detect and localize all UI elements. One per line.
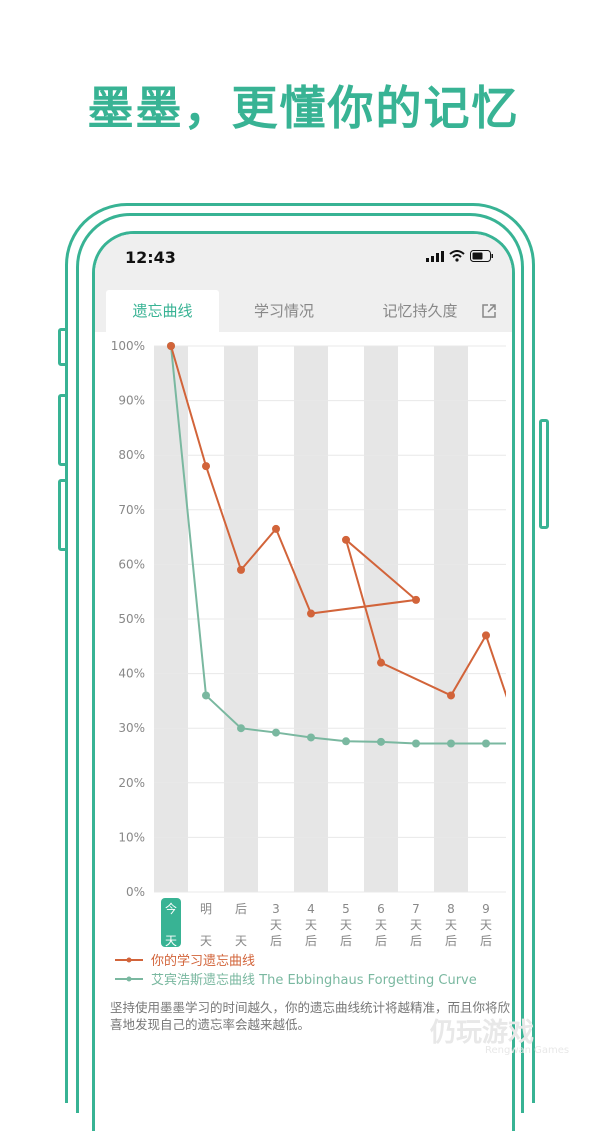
x-tick-label: 天 — [375, 918, 387, 932]
description-text: 坚持使用墨墨学习的时间越久，你的遗忘曲线统计将越精准，而且你将欣喜地发现自己的遗… — [110, 1000, 511, 1032]
phone-frame-inner — [76, 213, 524, 1113]
x-tick-label: 天 — [270, 918, 282, 932]
signal-icon — [426, 250, 444, 262]
x-tick-label: 天 — [445, 918, 457, 932]
tab-memory-durability[interactable]: 记忆持久度 — [382, 302, 458, 320]
data-point — [342, 535, 350, 544]
x-tick-label: 后 — [410, 934, 422, 948]
data-point — [272, 728, 280, 737]
y-tick-label: 10% — [118, 830, 145, 844]
data-point — [482, 631, 490, 640]
phone-screen: 12:43 遗忘曲线 学习情况 记忆持久度 100% 90% 80% 70% 60% 50… — [92, 231, 515, 1131]
battery-icon — [470, 250, 493, 262]
y-tick-label: 90% — [118, 394, 145, 408]
x-tick-label: 天 — [410, 918, 422, 932]
data-point — [342, 737, 350, 746]
y-tick-label: 20% — [118, 776, 145, 790]
x-tick-label: 明 — [200, 902, 212, 916]
data-point — [307, 609, 315, 618]
x-tick-label: 后 — [480, 934, 492, 948]
x-tick-label: 天 — [165, 934, 177, 948]
data-point — [272, 524, 280, 533]
legend-ebbinghaus-label: 艾宾浩斯遗忘曲线 The Ebbinghaus Forgetting Curve — [151, 973, 477, 988]
x-tick-label: 7 — [412, 902, 420, 916]
y-tick-label: 100% — [111, 339, 145, 353]
x-tick-label: 今 — [165, 901, 177, 916]
x-tick-label: 后 — [340, 934, 352, 948]
y-tick-label: 40% — [118, 667, 145, 681]
y-tick-label: 60% — [118, 557, 145, 571]
data-point — [237, 565, 245, 574]
x-tick-label: 后 — [270, 934, 282, 948]
tab-study-status[interactable]: 学习情况 — [253, 302, 314, 320]
data-point — [482, 739, 490, 748]
x-tick-label: 后 — [375, 934, 387, 948]
watermark-sub: Rengwan Games — [485, 1045, 570, 1056]
x-tick-label: 后 — [445, 934, 457, 948]
tab-forgetting-curve[interactable]: 遗忘曲线 — [106, 290, 219, 332]
legend-ebbinghaus-curve: 艾宾浩斯遗忘曲线 The Ebbinghaus Forgetting Curve — [115, 969, 477, 988]
series-user — [167, 342, 506, 700]
data-point — [377, 737, 385, 746]
legend-line-user — [115, 957, 143, 962]
legend-user-curve: 你的学习遗忘曲线 — [115, 950, 255, 969]
x-tick-label: 后 — [235, 902, 247, 916]
headline: 墨墨，更懂你的记忆 — [87, 81, 520, 135]
data-point — [167, 342, 175, 350]
wifi-icon — [449, 250, 465, 262]
data-point — [237, 724, 245, 733]
data-point — [307, 733, 315, 742]
x-tick-label: 3 — [272, 902, 280, 916]
x-tick-label: 8 — [447, 902, 455, 916]
data-point — [377, 658, 385, 667]
x-tick-label: 天 — [340, 918, 352, 932]
x-tick-label: 天 — [235, 934, 247, 948]
data-point — [412, 739, 420, 748]
phone-frame-outer — [65, 203, 535, 1103]
x-tick-label: 6 — [377, 902, 385, 916]
forgetting-curve-chart: 100%90%80%70%60%50%40%30%20%10%0%今天明天后天3… — [111, 339, 506, 948]
x-tick-label: 4 — [307, 902, 315, 916]
status-time: 12:43 — [125, 248, 176, 267]
x-tick-label: 天 — [200, 934, 212, 948]
data-point — [202, 462, 210, 471]
status-bar: 12:43 — [95, 234, 512, 290]
x-tick-label: 5 — [342, 902, 350, 916]
x-tick-label: 天 — [305, 918, 317, 932]
y-tick-label: 0% — [126, 885, 145, 899]
y-tick-label: 70% — [118, 503, 145, 517]
data-point — [447, 739, 455, 748]
today-highlight — [161, 898, 181, 947]
y-tick-label: 30% — [118, 721, 145, 735]
watermark: 仍玩游戏 — [430, 1018, 535, 1048]
x-tick-label: 9 — [482, 902, 490, 916]
y-tick-label: 80% — [118, 448, 145, 462]
power-button — [539, 419, 549, 529]
tab-bar: 遗忘曲线 学习情况 记忆持久度 — [95, 290, 512, 332]
x-tick-label: 天 — [480, 918, 492, 932]
data-point — [412, 595, 420, 604]
share-icon[interactable] — [480, 302, 498, 320]
data-point — [447, 691, 455, 700]
legend-line-ebbinghaus — [115, 976, 143, 981]
data-point — [202, 691, 210, 700]
y-tick-label: 50% — [118, 612, 145, 626]
legend-user-label: 你的学习遗忘曲线 — [151, 954, 256, 969]
x-tick-label: 后 — [305, 934, 317, 948]
